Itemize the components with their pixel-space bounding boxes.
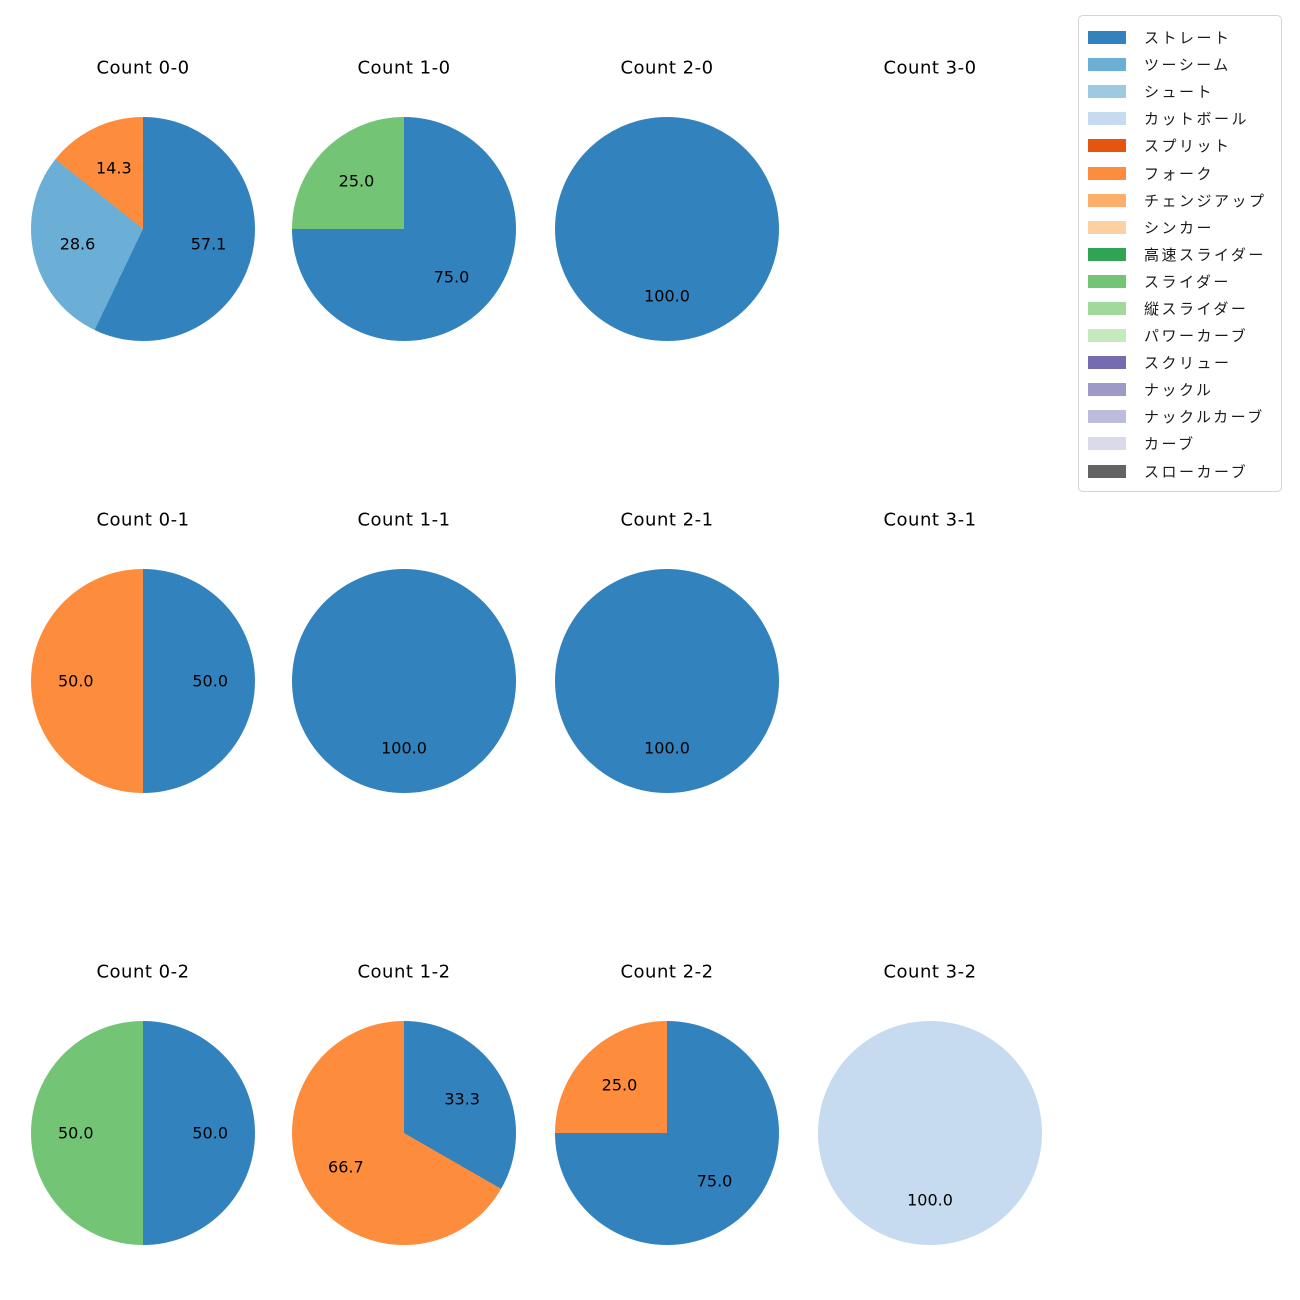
pie-count-2-2: 75.0 25.0	[555, 1021, 779, 1245]
legend-color-swatch-icon	[1088, 166, 1126, 180]
legend-item: シュート	[1088, 78, 1272, 105]
legend-label: スライダー	[1144, 272, 1231, 291]
legend-label: パワーカーブ	[1144, 327, 1249, 346]
legend-item: スクリュー	[1088, 349, 1272, 376]
legend-label: 高速スライダー	[1144, 245, 1266, 264]
legend-item: ストレート	[1088, 24, 1272, 51]
legend-label: カーブ	[1144, 435, 1196, 454]
legend-item: ナックル	[1088, 376, 1272, 403]
legend-item: フォーク	[1088, 159, 1272, 186]
chart-title: Count 0-2	[96, 961, 190, 983]
slice-percent-label: 33.3	[444, 1089, 480, 1109]
pie-count-0-2: 50.0 50.0	[31, 1021, 255, 1245]
chart-title: Count 3-2	[883, 961, 977, 983]
legend-color-swatch-icon	[1088, 356, 1126, 370]
chart-title: Count 0-0	[96, 57, 190, 79]
legend-item: パワーカーブ	[1088, 322, 1272, 349]
chart-title: Count 2-2	[620, 961, 714, 983]
chart-title: Count 1-0	[357, 57, 451, 79]
legend-item: スプリット	[1088, 132, 1272, 159]
legend-color-swatch-icon	[1088, 220, 1126, 234]
slice-percent-label: 100.0	[644, 738, 690, 758]
slice-percent-label: 75.0	[433, 267, 470, 287]
slice-percent-label: 50.0	[192, 1123, 228, 1143]
legend-color-swatch-icon	[1088, 112, 1126, 126]
pie-count-2-1: 100.0	[555, 569, 779, 793]
slice-percent-label: 100.0	[644, 286, 690, 306]
legend-color-swatch-icon	[1088, 247, 1126, 261]
chart-title: Count 2-1	[620, 509, 714, 531]
legend-label: ナックル	[1144, 381, 1214, 400]
legend-color-swatch-icon	[1088, 139, 1126, 153]
chart-title: Count 3-0	[883, 57, 977, 79]
pie-count-1-0: 75.0 25.0	[292, 117, 516, 341]
legend-label: シュート	[1144, 83, 1215, 102]
legend-item: カーブ	[1088, 430, 1272, 457]
pie-count-0-0: 57.1 28.6 14.3	[31, 117, 255, 341]
slice-percent-label: 14.3	[96, 158, 132, 178]
legend-label: ツーシーム	[1144, 56, 1231, 75]
legend-color-swatch-icon	[1088, 85, 1126, 99]
legend-color-swatch-icon	[1088, 193, 1126, 207]
slice-percent-label: 25.0	[601, 1075, 638, 1095]
legend-item: 高速スライダー	[1088, 241, 1272, 268]
legend-color-swatch-icon	[1088, 301, 1126, 315]
slice-percent-label: 28.6	[59, 234, 96, 254]
legend-label: カットボール	[1144, 110, 1250, 129]
pie-count-2-0: 100.0	[555, 117, 779, 341]
slice-percent-label: 50.0	[57, 1123, 94, 1143]
legend-item: スローカーブ	[1088, 458, 1272, 485]
legend-item: チェンジアップ	[1088, 187, 1272, 214]
legend-label: ストレート	[1144, 29, 1232, 48]
legend-label: ナックルカーブ	[1144, 408, 1265, 427]
legend-label: チェンジアップ	[1144, 191, 1267, 210]
legend-color-swatch-icon	[1088, 464, 1126, 478]
legend-label: シンカー	[1144, 218, 1215, 237]
legend-color-swatch-icon	[1088, 58, 1126, 72]
slice-percent-label: 66.7	[328, 1157, 364, 1177]
legend-item: スライダー	[1088, 268, 1272, 295]
slice-percent-label: 57.1	[190, 234, 227, 254]
legend-label: フォーク	[1144, 164, 1215, 183]
slice-percent-label: 50.0	[192, 671, 228, 691]
legend: ストレートツーシームシュートカットボール スプリットフォークチェンジアップ シンカー…	[1078, 15, 1282, 492]
legend-item: 縦スライダー	[1088, 295, 1272, 322]
legend-color-swatch-icon	[1088, 410, 1126, 424]
legend-item: シンカー	[1088, 214, 1272, 241]
legend-label: スプリット	[1144, 137, 1232, 156]
pie-count-3-2: 100.0	[818, 1021, 1042, 1245]
slice-percent-label: 50.0	[57, 671, 94, 691]
legend-label: スクリュー	[1144, 354, 1232, 373]
chart-title: Count 0-1	[96, 509, 190, 531]
legend-label: 縦スライダー	[1144, 299, 1249, 318]
slice-percent-label: 25.0	[338, 171, 375, 191]
slice-percent-label: 100.0	[381, 738, 427, 758]
chart-title: Count 1-2	[357, 961, 451, 983]
chart-title: Count 1-1	[357, 509, 451, 531]
pie-count-0-1: 50.0 50.0	[31, 569, 255, 793]
pie-count-1-1: 100.0	[292, 569, 516, 793]
legend-item: ナックルカーブ	[1088, 403, 1272, 430]
legend-color-swatch-icon	[1088, 274, 1126, 288]
legend-color-swatch-icon	[1088, 437, 1126, 451]
legend-item: カットボール	[1088, 105, 1272, 132]
chart-title: Count 2-0	[620, 57, 714, 79]
legend-item: ツーシーム	[1088, 51, 1272, 78]
pie-count-1-2: 33.3 66.7	[292, 1021, 516, 1245]
chart-title: Count 3-1	[883, 509, 977, 531]
legend-label: スローカーブ	[1144, 462, 1249, 481]
slice-percent-label: 100.0	[907, 1190, 953, 1210]
legend-color-swatch-icon	[1088, 31, 1126, 45]
legend-color-swatch-icon	[1088, 383, 1126, 397]
slice-percent-label: 75.0	[696, 1171, 733, 1191]
legend-color-swatch-icon	[1088, 329, 1126, 343]
